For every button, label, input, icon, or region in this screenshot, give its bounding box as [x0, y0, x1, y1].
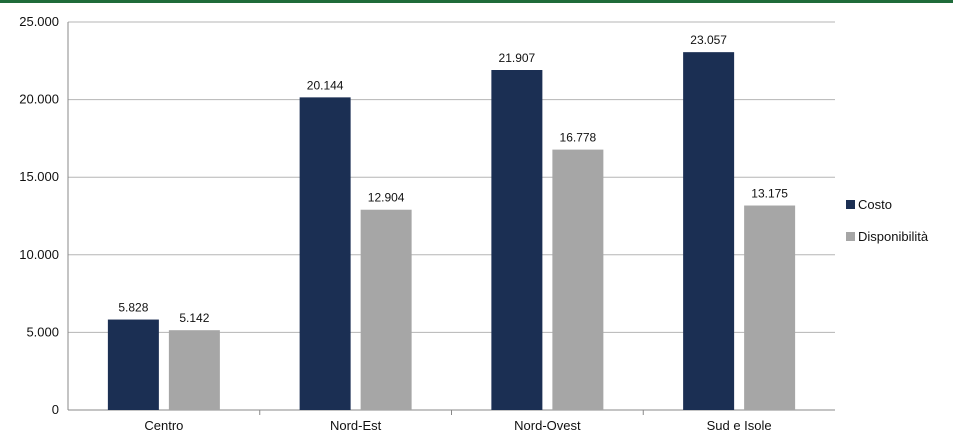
x-category-label: Nord-Ovest	[514, 418, 581, 433]
x-category-label: Nord-Est	[330, 418, 382, 433]
bar-costo	[107, 319, 159, 410]
y-tick-label: 10.000	[19, 247, 59, 262]
y-tick-label: 0	[52, 402, 59, 417]
y-tick-label: 15.000	[19, 169, 59, 184]
legend-label: Costo	[858, 197, 892, 212]
bar-costo	[299, 97, 351, 411]
legend-swatch	[846, 200, 855, 209]
top-accent-border	[0, 0, 953, 3]
bar-disponibilita	[552, 149, 604, 410]
data-label: 13.175	[751, 187, 788, 201]
bar-disponibilita	[360, 209, 412, 410]
bar-disponibilita	[168, 330, 220, 410]
data-label: 21.907	[499, 51, 536, 65]
y-tick-label: 5.000	[26, 324, 59, 339]
bar-costo	[491, 70, 543, 410]
data-label: 16.778	[560, 131, 597, 145]
x-category-label: Sud e Isole	[707, 418, 772, 433]
x-category-label: Centro	[144, 418, 183, 433]
data-label: 5.828	[118, 301, 148, 315]
data-label: 23.057	[690, 33, 727, 47]
bar-disponibilita	[744, 205, 796, 410]
legend-label: Disponibilità	[858, 229, 929, 244]
y-tick-label: 25.000	[19, 14, 59, 29]
data-label: 5.142	[179, 311, 209, 325]
legend-swatch	[846, 232, 855, 241]
data-label: 12.904	[368, 191, 405, 205]
data-label: 20.144	[307, 78, 344, 92]
bar-costo	[683, 52, 735, 410]
y-tick-label: 20.000	[19, 92, 59, 107]
